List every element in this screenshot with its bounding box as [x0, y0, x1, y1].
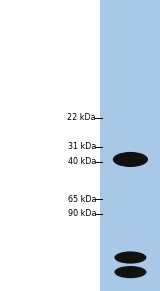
Ellipse shape: [113, 152, 148, 167]
Text: 40 kDa: 40 kDa: [68, 157, 96, 166]
Text: 65 kDa: 65 kDa: [68, 195, 96, 204]
Bar: [100, 0, 160, 291]
Text: 22 kDa: 22 kDa: [67, 113, 96, 122]
Ellipse shape: [114, 251, 146, 264]
Text: 31 kDa: 31 kDa: [68, 143, 96, 151]
Ellipse shape: [114, 266, 146, 278]
Text: 90 kDa: 90 kDa: [68, 210, 96, 218]
